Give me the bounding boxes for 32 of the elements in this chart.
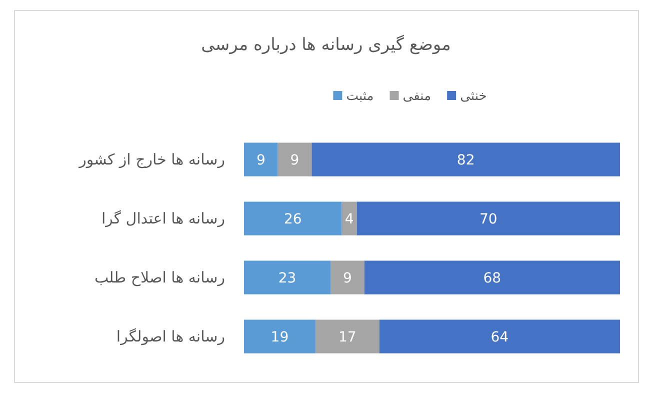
data-label: 4 bbox=[344, 212, 354, 228]
bar bbox=[356, 202, 620, 236]
bar bbox=[244, 202, 342, 236]
bar bbox=[244, 260, 330, 294]
data-label: 64 bbox=[490, 330, 509, 346]
data-label: 23 bbox=[278, 270, 296, 286]
legend-label: منفی bbox=[402, 89, 432, 104]
bar bbox=[244, 320, 316, 354]
bar bbox=[244, 142, 278, 176]
data-label: 70 bbox=[479, 212, 498, 228]
legend-label: مثبت bbox=[346, 89, 374, 104]
y-tick-label: رسانه ها اصولگرا bbox=[116, 328, 225, 346]
data-label: 19 bbox=[270, 330, 289, 346]
bar bbox=[278, 142, 312, 176]
y-tick-label: رسانه ها اعتدال گرا bbox=[101, 210, 225, 228]
data-label: 9 bbox=[256, 152, 266, 168]
bar bbox=[312, 142, 620, 176]
legend-label: خنثی bbox=[460, 89, 487, 104]
data-label: 26 bbox=[284, 212, 302, 228]
bar bbox=[342, 202, 357, 236]
bar bbox=[330, 260, 364, 294]
chart-title: موضع گیری رسانه ها درباره مرسی bbox=[201, 34, 451, 55]
data-label: 17 bbox=[338, 330, 356, 346]
data-label: 68 bbox=[483, 270, 502, 286]
bar bbox=[315, 320, 380, 354]
bar bbox=[364, 260, 620, 294]
y-tick-label: رسانه ها خارج از کشور bbox=[78, 150, 225, 168]
y-tick-label: رسانه ها اصلاح طلب bbox=[94, 268, 225, 286]
data-label: 82 bbox=[456, 152, 475, 168]
data-label: 9 bbox=[342, 270, 352, 286]
bar bbox=[379, 320, 620, 354]
data-label: 9 bbox=[290, 152, 300, 168]
